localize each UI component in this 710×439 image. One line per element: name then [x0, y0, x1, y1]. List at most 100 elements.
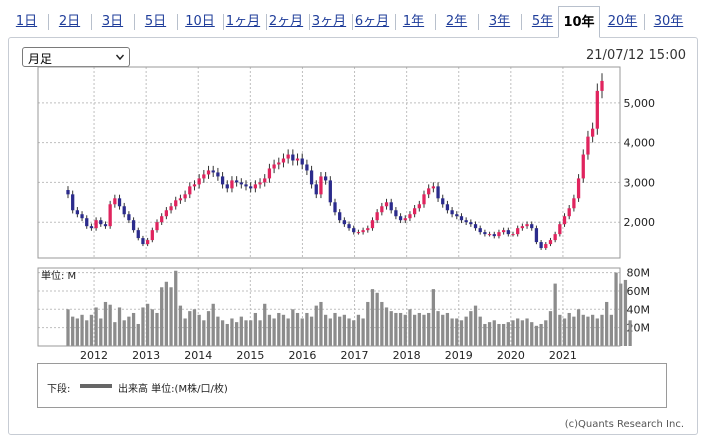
price-candle	[394, 210, 398, 217]
volume-bar	[192, 309, 197, 346]
price-candle	[295, 158, 300, 161]
tab-2[interactable]: 2日	[58, 14, 81, 29]
volume-bar	[516, 318, 520, 346]
price-candle	[342, 220, 347, 225]
tab-15[interactable]: 20年	[607, 14, 638, 29]
tab-5[interactable]: 10日	[185, 14, 215, 29]
price-candle	[272, 164, 276, 169]
tab-8[interactable]: 3ヶ月	[311, 14, 347, 29]
volume-bar	[300, 318, 304, 346]
tab-separator	[352, 14, 353, 30]
tab-1[interactable]: 1日	[15, 14, 38, 29]
volume-bar	[511, 320, 515, 346]
price-candle	[389, 202, 393, 211]
volume-bar	[558, 314, 562, 346]
price-candle	[431, 186, 436, 189]
tab-11[interactable]: 2年	[445, 14, 468, 29]
volume-bar	[94, 307, 98, 346]
volume-bar	[441, 314, 445, 346]
tab-4[interactable]: 5日	[144, 14, 167, 29]
x-tick-label: 2015	[236, 349, 264, 362]
volume-bar	[548, 311, 553, 346]
volume-bar	[459, 320, 464, 346]
tab-6[interactable]: 1ヶ月	[225, 14, 261, 29]
tab-13[interactable]: 5年	[531, 14, 554, 29]
price-candle	[398, 216, 403, 221]
price-candle	[122, 206, 126, 215]
tab-10[interactable]: 1年	[402, 14, 425, 29]
volume-bar	[619, 283, 623, 346]
volume-bar	[478, 316, 482, 346]
price-candle	[366, 228, 370, 231]
tab-16[interactable]: 30年	[653, 14, 684, 29]
price-candle	[314, 184, 318, 195]
tab-9[interactable]: 6ヶ月	[354, 14, 390, 29]
price-candle	[277, 162, 281, 165]
price-candle	[202, 174, 206, 179]
volume-bar	[319, 301, 323, 346]
x-tick-label: 2019	[445, 349, 473, 362]
volume-bar	[188, 311, 192, 346]
volume-bar	[539, 323, 543, 346]
volume-bar	[323, 314, 328, 346]
legend-prefix: 下段:	[47, 384, 71, 395]
price-candle	[459, 216, 464, 221]
price-candle	[319, 176, 323, 195]
price-candle	[155, 222, 159, 231]
volume-bar	[206, 311, 211, 346]
volume-bar	[544, 320, 548, 346]
x-tick-label: 2016	[288, 349, 316, 362]
volume-bar	[614, 272, 618, 346]
price-candle	[267, 168, 272, 179]
volume-bar	[530, 322, 534, 346]
price-candle	[506, 230, 510, 235]
price-candle	[412, 208, 417, 215]
price-candle	[422, 194, 426, 205]
price-candle	[380, 206, 384, 213]
period-select-value: 月足	[28, 52, 53, 66]
price-candle	[530, 224, 534, 229]
price-candle	[234, 180, 239, 183]
volume-bar	[253, 312, 258, 346]
volume-bar	[464, 316, 468, 346]
volume-bar	[117, 307, 122, 346]
price-candle	[520, 226, 525, 229]
volume-bar	[586, 316, 590, 346]
price-candle	[286, 154, 290, 159]
price-candle	[230, 180, 234, 189]
price-candle	[323, 176, 328, 181]
volume-bar	[211, 303, 215, 346]
tab-separator	[223, 14, 224, 30]
volume-bar	[277, 312, 281, 346]
tab-separator	[521, 14, 522, 30]
price-candle	[263, 178, 267, 183]
x-tick-label: 2013	[132, 349, 160, 362]
volume-bar	[384, 307, 389, 346]
volume-bar	[366, 301, 370, 346]
volume-bar	[249, 320, 253, 346]
volume-bar	[473, 305, 478, 346]
volume-bar	[605, 301, 609, 346]
volume-tick-label: 40M	[627, 303, 651, 316]
x-tick-label: 2014	[184, 349, 212, 362]
tab-7[interactable]: 2ヶ月	[268, 14, 304, 29]
price-candle	[548, 240, 553, 245]
price-candle	[117, 198, 122, 207]
tab-separator	[309, 14, 310, 30]
tab-3[interactable]: 3日	[101, 14, 124, 29]
price-candle	[99, 220, 103, 225]
volume-bar	[309, 316, 314, 346]
price-candle	[291, 154, 295, 161]
price-candle	[258, 182, 262, 185]
volume-bar	[230, 318, 234, 346]
price-candle	[595, 90, 599, 129]
copyright: (c)Quants Research Inc.	[564, 419, 684, 430]
volume-bar	[389, 311, 393, 346]
price-candle	[469, 222, 473, 225]
tab-separator	[177, 14, 178, 30]
tab-14[interactable]: 10年	[558, 6, 600, 38]
price-candle	[356, 232, 361, 234]
price-candle	[71, 194, 75, 211]
tab-12[interactable]: 3年	[488, 14, 511, 29]
